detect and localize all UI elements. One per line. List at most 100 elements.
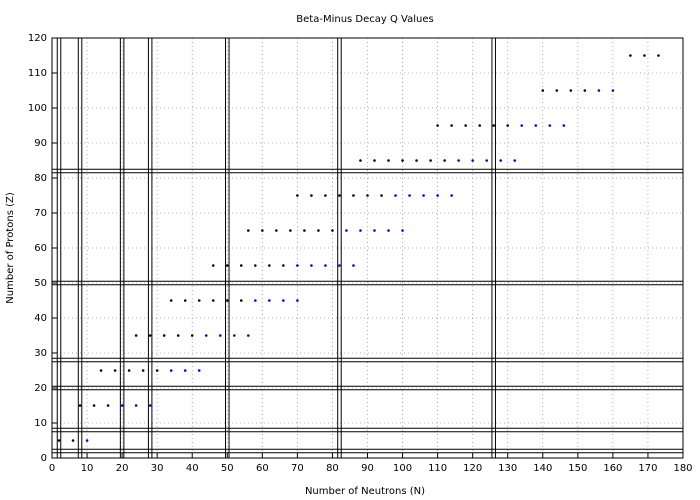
- point: [169, 369, 173, 372]
- point: [401, 159, 404, 162]
- point: [141, 369, 145, 372]
- point: [331, 229, 334, 232]
- point: [275, 229, 278, 232]
- point: [225, 264, 229, 267]
- point: [204, 334, 208, 337]
- point: [394, 194, 397, 197]
- point: [541, 89, 545, 92]
- point: [162, 334, 166, 337]
- point: [254, 264, 257, 267]
- point: [629, 54, 632, 57]
- point: [485, 159, 488, 162]
- point: [134, 404, 138, 407]
- point: [422, 194, 425, 197]
- point: [169, 299, 173, 302]
- point: [324, 264, 327, 267]
- x-tick-label: 0: [49, 463, 55, 474]
- point: [338, 194, 341, 197]
- point: [85, 439, 89, 442]
- x-tick-label: 30: [151, 463, 164, 474]
- x-tick-label: 70: [291, 463, 304, 474]
- point: [534, 124, 538, 127]
- point: [197, 369, 201, 372]
- point: [303, 229, 306, 232]
- point: [492, 124, 496, 127]
- point: [148, 334, 152, 337]
- x-tick-label: 140: [533, 463, 552, 474]
- point: [211, 264, 215, 267]
- point: [597, 89, 601, 92]
- y-axis-label: Number of Protons (Z): [5, 192, 16, 304]
- y-tick-label: 40: [34, 313, 47, 324]
- point: [408, 194, 411, 197]
- x-axis-label: Number of Neutrons (N): [305, 486, 425, 497]
- point: [450, 194, 453, 197]
- point: [183, 299, 187, 302]
- point: [548, 124, 552, 127]
- y-tick-label: 20: [34, 383, 47, 394]
- chart-title: Beta-Minus Decay Q Values: [296, 14, 433, 25]
- point: [555, 89, 559, 92]
- point: [506, 124, 510, 127]
- point: [247, 229, 250, 232]
- point: [183, 369, 187, 372]
- x-tick-label: 130: [498, 463, 517, 474]
- point: [268, 264, 271, 267]
- point: [92, 404, 96, 407]
- point: [310, 264, 313, 267]
- point: [127, 369, 131, 372]
- x-tick-label: 80: [326, 463, 339, 474]
- x-tick-label: 160: [603, 463, 622, 474]
- point: [211, 299, 215, 302]
- y-tick-label: 10: [34, 418, 47, 429]
- point: [471, 159, 474, 162]
- point: [387, 229, 390, 232]
- point: [296, 194, 299, 197]
- point: [261, 229, 264, 232]
- point: [643, 54, 646, 57]
- x-tick-label: 100: [393, 463, 412, 474]
- point: [562, 124, 566, 127]
- point: [197, 299, 201, 302]
- point: [282, 299, 285, 302]
- y-tick-label: 30: [34, 348, 47, 359]
- point: [155, 369, 159, 372]
- plot-frame: [51, 37, 684, 459]
- point: [373, 159, 376, 162]
- point: [289, 229, 292, 232]
- point: [106, 404, 110, 407]
- point: [359, 229, 362, 232]
- point: [225, 299, 229, 302]
- point: [373, 229, 376, 232]
- point: [569, 89, 573, 92]
- x-tick-label: 120: [463, 463, 482, 474]
- point: [450, 124, 453, 127]
- x-tick-label: 50: [221, 463, 234, 474]
- point: [513, 159, 517, 162]
- point: [611, 89, 615, 92]
- y-tick-label: 60: [34, 243, 47, 254]
- x-tick-label: 150: [568, 463, 587, 474]
- point: [120, 404, 124, 407]
- point: [499, 159, 503, 162]
- point: [352, 264, 355, 267]
- point: [218, 334, 222, 337]
- point: [345, 229, 348, 232]
- x-tick-label: 20: [116, 463, 129, 474]
- point: [436, 194, 439, 197]
- y-tick-label: 100: [28, 103, 47, 114]
- x-tick-label: 10: [81, 463, 94, 474]
- point: [71, 439, 75, 442]
- x-tick-label: 90: [361, 463, 374, 474]
- point: [464, 124, 467, 127]
- point: [57, 439, 61, 442]
- y-tick-label: 0: [41, 453, 47, 464]
- point: [78, 404, 82, 407]
- point: [240, 299, 243, 302]
- x-tick-label: 170: [638, 463, 657, 474]
- y-tick-label: 70: [34, 208, 47, 219]
- point: [317, 229, 320, 232]
- point: [387, 159, 390, 162]
- point: [324, 194, 327, 197]
